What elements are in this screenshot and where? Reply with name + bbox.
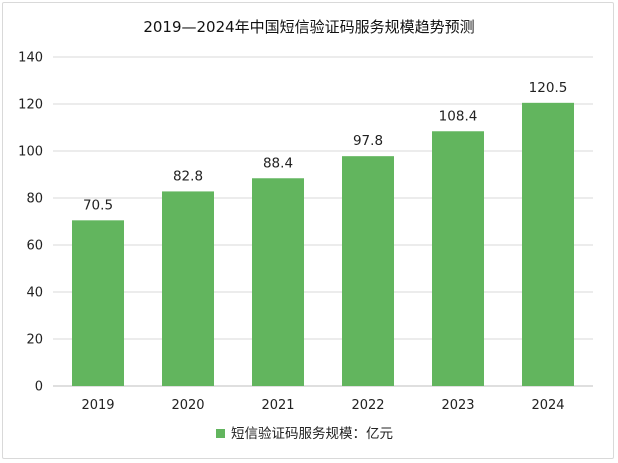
data-label: 70.5 — [83, 197, 113, 213]
y-tick-label: 60 — [26, 239, 43, 254]
bars — [72, 102, 574, 386]
y-tick-label: 20 — [26, 333, 43, 348]
legend: 短信验证码服务规模：亿元 — [216, 426, 393, 442]
chart-title: 2019—2024年中国短信验证码服务规模趋势预测 — [143, 18, 474, 36]
bar — [342, 156, 394, 386]
data-labels: 70.5 82.8 88.4 97.8 108.4 120.5 — [83, 80, 567, 214]
legend-swatch — [216, 429, 225, 438]
x-tick-label: 2022 — [351, 398, 384, 413]
gridlines — [53, 56, 593, 387]
data-label: 88.4 — [263, 155, 293, 171]
y-tick-label: 0 — [35, 380, 43, 395]
x-axis-ticks: 2019 2020 2021 2022 2023 2024 — [81, 398, 564, 413]
legend-label: 短信验证码服务规模：亿元 — [231, 426, 393, 442]
x-tick-label: 2019 — [81, 398, 114, 413]
bar — [432, 131, 484, 386]
y-tick-label: 120 — [18, 98, 43, 113]
bar — [72, 220, 124, 386]
y-tick-label: 80 — [26, 192, 43, 207]
y-tick-label: 140 — [18, 51, 43, 66]
y-axis-ticks: 0 20 40 60 80 100 120 140 — [18, 51, 43, 395]
data-label: 97.8 — [353, 133, 383, 149]
x-tick-label: 2020 — [171, 398, 204, 413]
x-tick-label: 2021 — [261, 398, 294, 413]
bar — [162, 191, 214, 386]
x-tick-label: 2023 — [441, 398, 474, 413]
bar — [252, 178, 304, 386]
x-tick-label: 2024 — [531, 398, 564, 413]
data-label: 120.5 — [529, 80, 568, 96]
data-label: 82.8 — [173, 168, 203, 184]
data-label: 108.4 — [439, 108, 478, 124]
y-tick-label: 100 — [18, 145, 43, 160]
y-tick-label: 40 — [26, 286, 43, 301]
bar — [522, 102, 574, 386]
